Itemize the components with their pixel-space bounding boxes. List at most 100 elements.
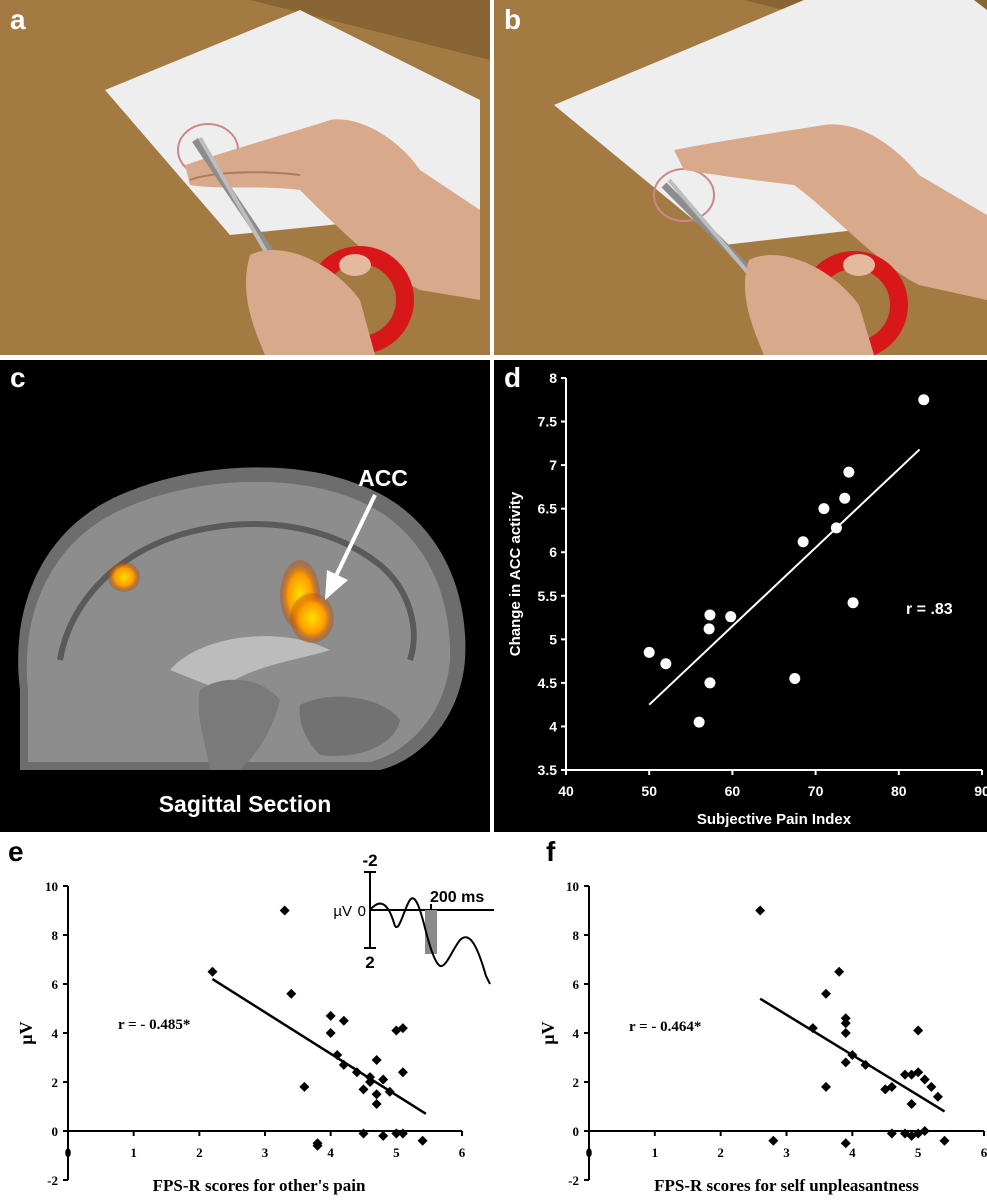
data-point (391, 1128, 402, 1139)
data-point (660, 658, 672, 670)
sagittal-brain-image: ACC Sagittal Section (18, 465, 466, 817)
x-axis-title: FPS-R scores for other's pain (153, 1176, 366, 1195)
panel-label-f: f (546, 836, 556, 867)
data-point (703, 623, 715, 635)
photo-panel-a: a (0, 0, 490, 355)
inset-top-tick-label: -2 (362, 851, 377, 870)
x-tick-label: 3 (783, 1145, 790, 1160)
y-tick-label: 5 (549, 631, 557, 647)
data-point (818, 503, 830, 515)
data-point (358, 1084, 369, 1095)
x-tick-label: 2 (196, 1145, 203, 1160)
panel-label-c: c (10, 362, 26, 393)
scatter-chart-e: -2 0 2 4 6 8 10 0 1 2 3 4 5 6 r = - 0.485* FPS-R scores… (16, 851, 498, 1195)
data-point (834, 966, 845, 977)
y-tick-label: 10 (45, 879, 58, 894)
data-point (847, 597, 859, 609)
y-tick-label: 8 (549, 370, 557, 386)
y-tick-label: -2 (568, 1173, 579, 1188)
x-tick-label: 1 (130, 1145, 137, 1160)
data-point (325, 1028, 336, 1038)
inset-waveform (369, 897, 491, 985)
x-tick-label: 5 (915, 1145, 922, 1160)
data-point (286, 988, 297, 999)
sagittal-caption: Sagittal Section (159, 791, 332, 817)
data-point (332, 1050, 343, 1061)
y-axis-title: µV (538, 1021, 558, 1044)
inset-shaded-window (425, 910, 437, 954)
data-point (839, 492, 851, 504)
data-point (913, 1128, 924, 1139)
x-tick-label: 70 (808, 783, 824, 799)
x-axis-title: Subjective Pain Index (697, 811, 852, 828)
y-tick-label: 3.5 (538, 762, 558, 778)
y-axis-title: Change in ACC activity (507, 491, 524, 656)
data-point (725, 611, 737, 623)
scatter-chart-f: -2 0 2 4 6 8 10 0 1 2 3 4 5 6 r = - 0.464* FPS-R scores… (538, 879, 987, 1195)
data-point (384, 1086, 395, 1097)
x-axis-title: FPS-R scores for self unpleasantness (654, 1176, 919, 1195)
data-point (789, 673, 801, 685)
x-tick-label: 40 (558, 783, 574, 799)
panel-label-e: e (8, 836, 24, 867)
panel-label-b: b (504, 4, 522, 35)
acc-label: ACC (358, 465, 408, 491)
data-point (880, 1084, 891, 1095)
inset-zero-tick-label: 0 (358, 903, 366, 920)
data-point (371, 1054, 382, 1065)
brain-panel-c: ACC Sagittal Section c (0, 360, 490, 832)
x-tick-label: 50 (641, 783, 657, 799)
y-tick-label: 2 (52, 1075, 59, 1090)
fit-line (211, 978, 427, 1115)
inset-unit-label: µV (333, 903, 352, 920)
scissors-cutting-paper-photo-a (0, 0, 490, 355)
data-point (207, 966, 218, 977)
data-point (939, 1135, 950, 1146)
data-point (299, 1081, 310, 1092)
correlation-annotation: r = .83 (906, 601, 953, 618)
x-tick-label: 2 (717, 1145, 724, 1160)
data-point (378, 1074, 389, 1085)
data-point (860, 1059, 871, 1070)
y-tick-label: 0 (52, 1124, 59, 1139)
data-point (913, 1025, 924, 1036)
x-tick-label: 60 (725, 783, 741, 799)
data-point (704, 609, 716, 621)
data-point (886, 1081, 897, 1092)
x-tick-label: 0 (65, 1145, 72, 1160)
y-tick-label: -2 (47, 1173, 58, 1188)
y-tick-label: 7 (549, 457, 557, 473)
data-point (840, 1028, 851, 1038)
x-tick-label: 0 (586, 1145, 593, 1160)
inset-time-label: 200 ms (430, 889, 484, 906)
x-tick-label: 4 (327, 1145, 334, 1160)
data-point (847, 1050, 858, 1061)
x-tick-label: 3 (262, 1145, 269, 1160)
data-point (325, 1010, 336, 1021)
x-tick-label: 6 (981, 1145, 987, 1160)
y-tick-label: 2 (573, 1075, 580, 1090)
data-point (840, 1138, 851, 1149)
x-tick-label: 90 (974, 783, 987, 799)
x-tick-label: 5 (393, 1145, 400, 1160)
data-point (821, 988, 831, 999)
panel-label-a: a (10, 4, 26, 35)
fit-line (648, 448, 921, 706)
data-point (918, 394, 930, 406)
data-point (821, 1081, 831, 1092)
y-tick-label: 10 (566, 879, 579, 894)
data-point (279, 905, 290, 916)
data-point (358, 1128, 369, 1139)
data-point (693, 716, 705, 728)
y-tick-label: 4 (52, 1026, 59, 1041)
chart-panel-f: -2 0 2 4 6 8 10 0 1 2 3 4 5 6 r = - 0.464* FPS-R scores… (494, 836, 987, 1199)
y-tick-label: 8 (573, 928, 580, 943)
data-point (906, 1099, 917, 1110)
data-point (312, 1140, 323, 1151)
data-point (397, 1023, 408, 1034)
y-tick-label: 6 (52, 977, 59, 992)
correlation-annotation: r = - 0.485* (118, 1017, 190, 1033)
data-point (371, 1089, 382, 1100)
scissors-cutting-paper-photo-b (494, 0, 987, 359)
y-tick-label: 6 (549, 544, 557, 560)
